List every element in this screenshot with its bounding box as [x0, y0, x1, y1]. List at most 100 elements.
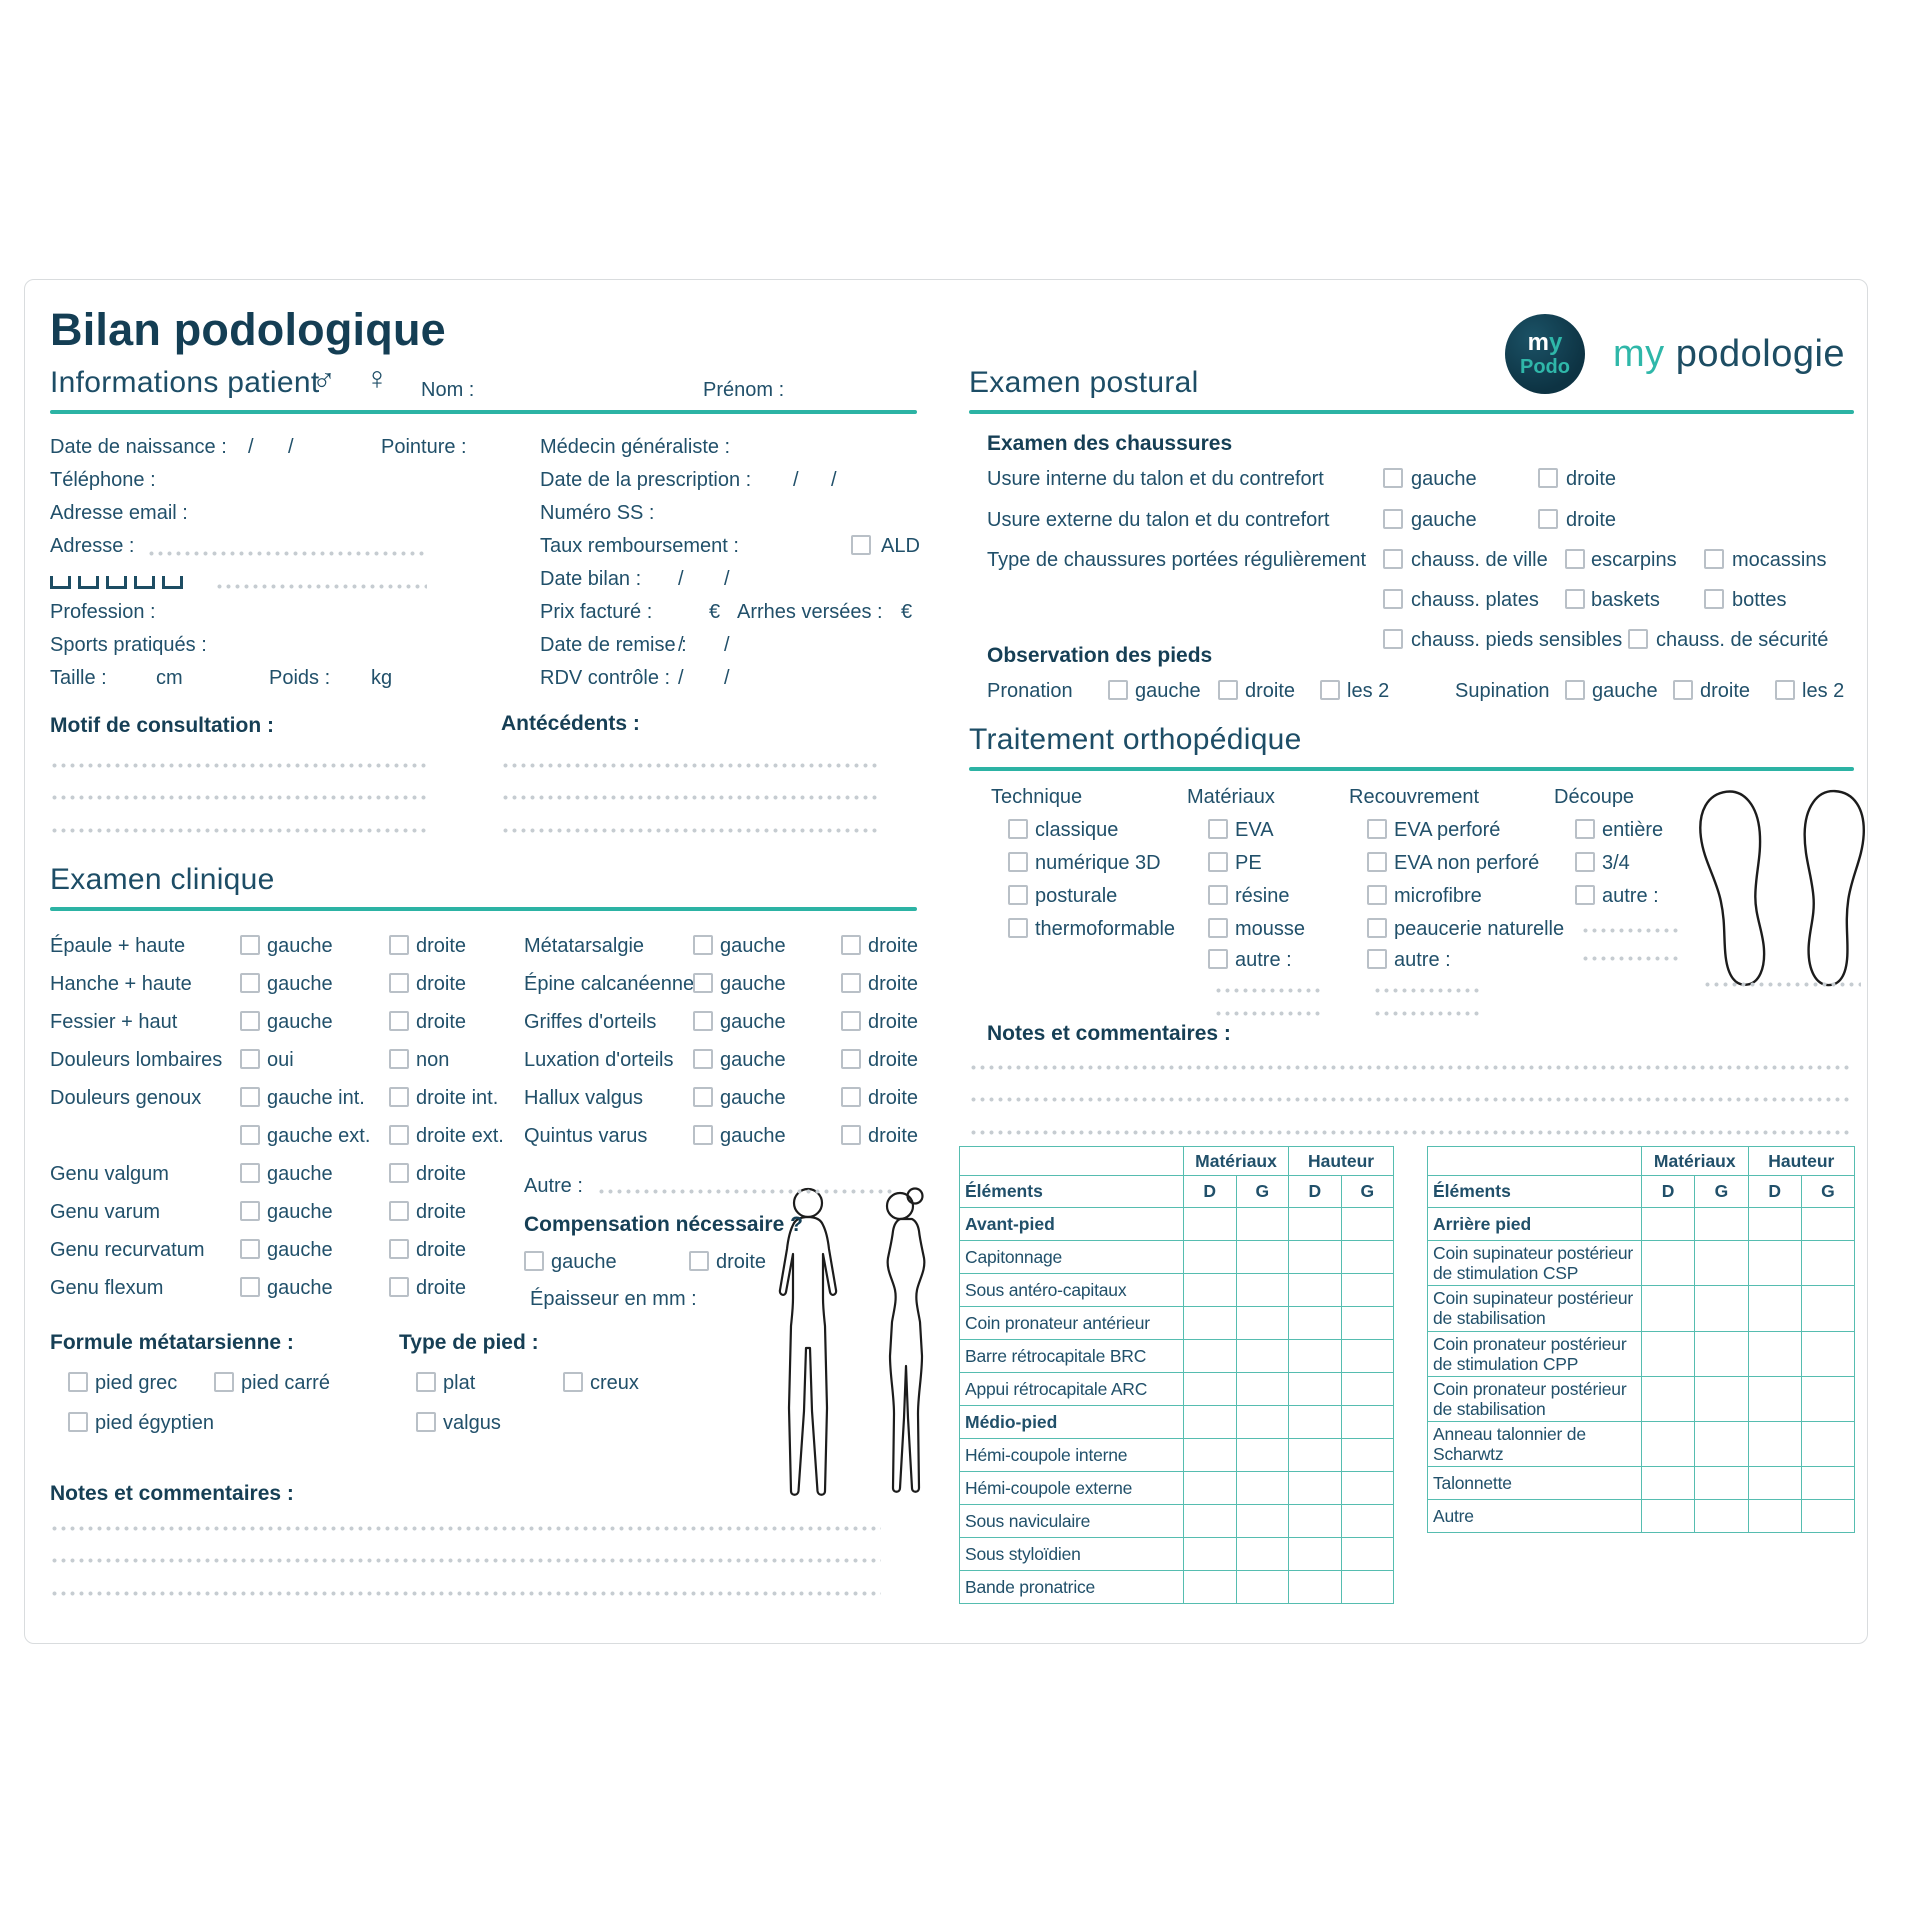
shoe-type-checkbox[interactable]: [1383, 629, 1403, 649]
motif-line[interactable]: [50, 763, 427, 768]
traitement-checkbox[interactable]: [1008, 885, 1028, 905]
table-value-cell[interactable]: [1694, 1420, 1749, 1468]
table-value-cell[interactable]: [1235, 1570, 1290, 1604]
clinique-checkbox[interactable]: [693, 1049, 713, 1069]
clinique-checkbox[interactable]: [693, 1125, 713, 1145]
postural-checkbox[interactable]: [1538, 509, 1558, 529]
traitement-autre-line[interactable]: [1581, 928, 1681, 933]
table-value-cell[interactable]: [1747, 1466, 1802, 1501]
clinique-checkbox[interactable]: [389, 935, 409, 955]
postal-box[interactable]: [134, 576, 155, 589]
table-value-cell[interactable]: [1235, 1306, 1290, 1340]
clinique-checkbox[interactable]: [693, 935, 713, 955]
autre-line[interactable]: [597, 1189, 893, 1194]
insole-note-line[interactable]: [1703, 982, 1861, 987]
table-value-cell[interactable]: [1235, 1537, 1290, 1571]
formule-checkbox[interactable]: [68, 1372, 88, 1392]
postural-checkbox[interactable]: [1538, 468, 1558, 488]
table-value-cell[interactable]: [1235, 1372, 1290, 1406]
clinique-checkbox[interactable]: [389, 1201, 409, 1221]
traitement-checkbox[interactable]: [1575, 885, 1595, 905]
table-value-cell[interactable]: [1747, 1239, 1802, 1287]
notes-line-traitement[interactable]: [969, 1065, 1850, 1070]
clinique-checkbox[interactable]: [389, 1163, 409, 1183]
pronation-checkbox[interactable]: [1320, 680, 1340, 700]
table-value-cell[interactable]: [1747, 1285, 1802, 1332]
table-value-cell[interactable]: [1183, 1339, 1237, 1373]
table-value-cell[interactable]: [1183, 1306, 1237, 1340]
notes-line-clinique[interactable]: [50, 1526, 881, 1531]
table-value-cell[interactable]: [1183, 1438, 1237, 1472]
clinique-checkbox[interactable]: [389, 1049, 409, 1069]
traitement-checkbox[interactable]: [1575, 852, 1595, 872]
adresse-line-2[interactable]: [215, 584, 427, 589]
clinique-checkbox[interactable]: [240, 935, 260, 955]
postal-box[interactable]: [162, 576, 183, 589]
table-value-cell[interactable]: [1800, 1466, 1856, 1501]
postural-checkbox[interactable]: [1383, 468, 1403, 488]
table-value-cell[interactable]: [1340, 1537, 1395, 1571]
clinique-checkbox[interactable]: [389, 1277, 409, 1297]
notes-line-clinique[interactable]: [50, 1591, 881, 1596]
type-pied-checkbox[interactable]: [416, 1372, 436, 1392]
table-value-cell[interactable]: [1288, 1306, 1342, 1340]
supination-checkbox[interactable]: [1565, 680, 1585, 700]
antecedents-line[interactable]: [501, 795, 881, 800]
clinique-checkbox[interactable]: [841, 1125, 861, 1145]
table-value-cell[interactable]: [1235, 1504, 1290, 1538]
table-value-cell[interactable]: [1694, 1466, 1749, 1501]
traitement-autre-line[interactable]: [1373, 988, 1479, 993]
traitement-autre-line[interactable]: [1373, 1011, 1479, 1016]
shoe-type-checkbox[interactable]: [1565, 589, 1585, 609]
postural-checkbox[interactable]: [1383, 509, 1403, 529]
table-value-cell[interactable]: [1640, 1499, 1696, 1534]
table-value-cell[interactable]: [1183, 1240, 1237, 1274]
traitement-checkbox[interactable]: [1208, 819, 1228, 839]
traitement-checkbox[interactable]: [1367, 852, 1387, 872]
traitement-autre-line[interactable]: [1214, 1011, 1320, 1016]
clinique-checkbox[interactable]: [841, 1011, 861, 1031]
supination-checkbox[interactable]: [1673, 680, 1693, 700]
table-value-cell[interactable]: [1235, 1471, 1290, 1505]
postal-box[interactable]: [50, 576, 71, 589]
traitement-checkbox[interactable]: [1008, 918, 1028, 938]
clinique-checkbox[interactable]: [240, 1239, 260, 1259]
table-value-cell[interactable]: [1747, 1207, 1802, 1241]
table-value-cell[interactable]: [1640, 1207, 1696, 1241]
clinique-checkbox[interactable]: [240, 1049, 260, 1069]
clinique-checkbox[interactable]: [841, 1049, 861, 1069]
clinique-checkbox[interactable]: [841, 973, 861, 993]
table-value-cell[interactable]: [1694, 1285, 1749, 1332]
formule-checkbox[interactable]: [68, 1412, 88, 1432]
table-value-cell[interactable]: [1183, 1537, 1237, 1571]
table-value-cell[interactable]: [1288, 1438, 1342, 1472]
table-value-cell[interactable]: [1183, 1471, 1237, 1505]
traitement-checkbox[interactable]: [1367, 949, 1387, 969]
clinique-checkbox[interactable]: [693, 1087, 713, 1107]
motif-line[interactable]: [50, 828, 427, 833]
traitement-autre-line[interactable]: [1214, 988, 1320, 993]
postal-code-boxes[interactable]: [50, 572, 190, 595]
table-value-cell[interactable]: [1694, 1375, 1749, 1423]
table-value-cell[interactable]: [1183, 1207, 1237, 1241]
clinique-checkbox[interactable]: [693, 973, 713, 993]
table-value-cell[interactable]: [1288, 1372, 1342, 1406]
traitement-checkbox[interactable]: [1008, 852, 1028, 872]
pronation-checkbox[interactable]: [1218, 680, 1238, 700]
table-value-cell[interactable]: [1800, 1375, 1856, 1423]
motif-line[interactable]: [50, 795, 427, 800]
clinique-checkbox[interactable]: [389, 1087, 409, 1107]
table-value-cell[interactable]: [1800, 1330, 1856, 1377]
table-value-cell[interactable]: [1235, 1339, 1290, 1373]
table-value-cell[interactable]: [1183, 1405, 1237, 1439]
type-pied-checkbox[interactable]: [563, 1372, 583, 1392]
table-value-cell[interactable]: [1747, 1330, 1802, 1377]
table-value-cell[interactable]: [1183, 1570, 1237, 1604]
table-value-cell[interactable]: [1640, 1239, 1696, 1287]
clinique-checkbox[interactable]: [240, 973, 260, 993]
traitement-checkbox[interactable]: [1208, 852, 1228, 872]
supination-checkbox[interactable]: [1775, 680, 1795, 700]
antecedents-line[interactable]: [501, 763, 881, 768]
type-pied-checkbox[interactable]: [416, 1412, 436, 1432]
table-value-cell[interactable]: [1340, 1372, 1395, 1406]
